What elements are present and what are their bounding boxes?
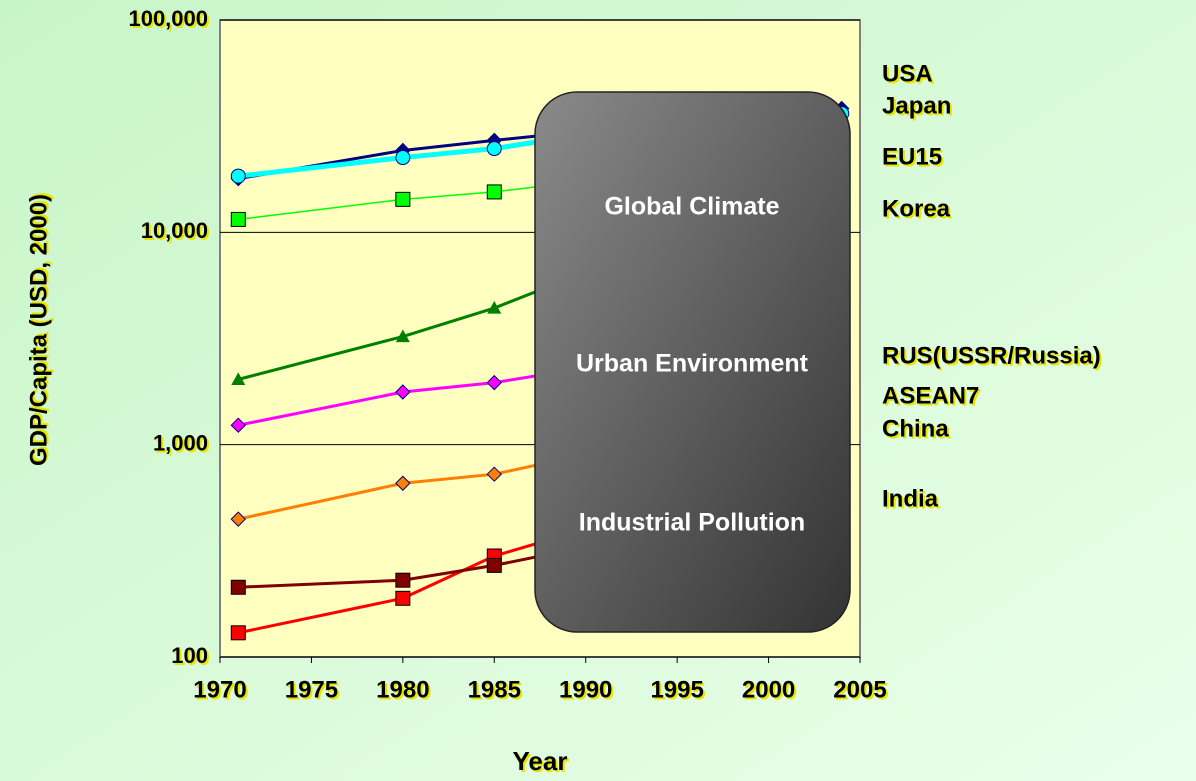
x-tick-label: 1980 [376, 676, 429, 703]
marker [395, 191, 411, 207]
marker [395, 384, 411, 400]
x-tick-label: 2005 [833, 676, 886, 703]
legend-label: EU15 [882, 143, 942, 170]
marker [230, 579, 246, 595]
marker [395, 150, 411, 166]
annotation: Global Climate [604, 193, 779, 221]
annotation: Industrial Pollution [579, 509, 805, 537]
marker [230, 168, 246, 184]
y-tick-label: 1,000 [153, 430, 208, 455]
marker [486, 184, 502, 200]
x-tick-label: 1995 [650, 676, 703, 703]
x-tick-label: 2000 [742, 676, 795, 703]
marker [487, 301, 502, 314]
marker [231, 372, 246, 385]
legend-label: RUS(USSR/Russia) [882, 342, 1101, 369]
x-axis-label: Year [513, 746, 568, 776]
overlay-box [534, 91, 851, 633]
marker [486, 557, 502, 573]
marker [230, 625, 246, 641]
marker [486, 141, 502, 157]
legend-label: USA [882, 60, 933, 87]
legend-label: ASEAN7 [882, 382, 979, 409]
marker [395, 590, 411, 606]
marker [395, 475, 411, 491]
marker [230, 417, 246, 433]
legend-label: India [882, 485, 939, 512]
x-tick-label: 1990 [559, 676, 612, 703]
y-tick-label: 100,000 [128, 6, 208, 31]
x-tick-label: 1970 [193, 676, 246, 703]
y-tick-label: 10,000 [141, 218, 208, 243]
marker [486, 466, 502, 482]
y-tick-label: 100 [171, 643, 208, 668]
legend-label: Korea [882, 195, 951, 222]
y-axis-label: GDP/Capita (USD, 2000) [25, 194, 52, 466]
marker [395, 572, 411, 588]
annotation: Urban Environment [576, 350, 809, 378]
marker [230, 511, 246, 527]
legend-label: Japan [882, 92, 951, 119]
x-tick-label: 1985 [468, 676, 521, 703]
legend-label: China [882, 415, 949, 442]
marker [395, 329, 410, 343]
marker [486, 374, 502, 391]
x-tick-label: 1975 [285, 676, 338, 703]
marker [230, 211, 246, 227]
